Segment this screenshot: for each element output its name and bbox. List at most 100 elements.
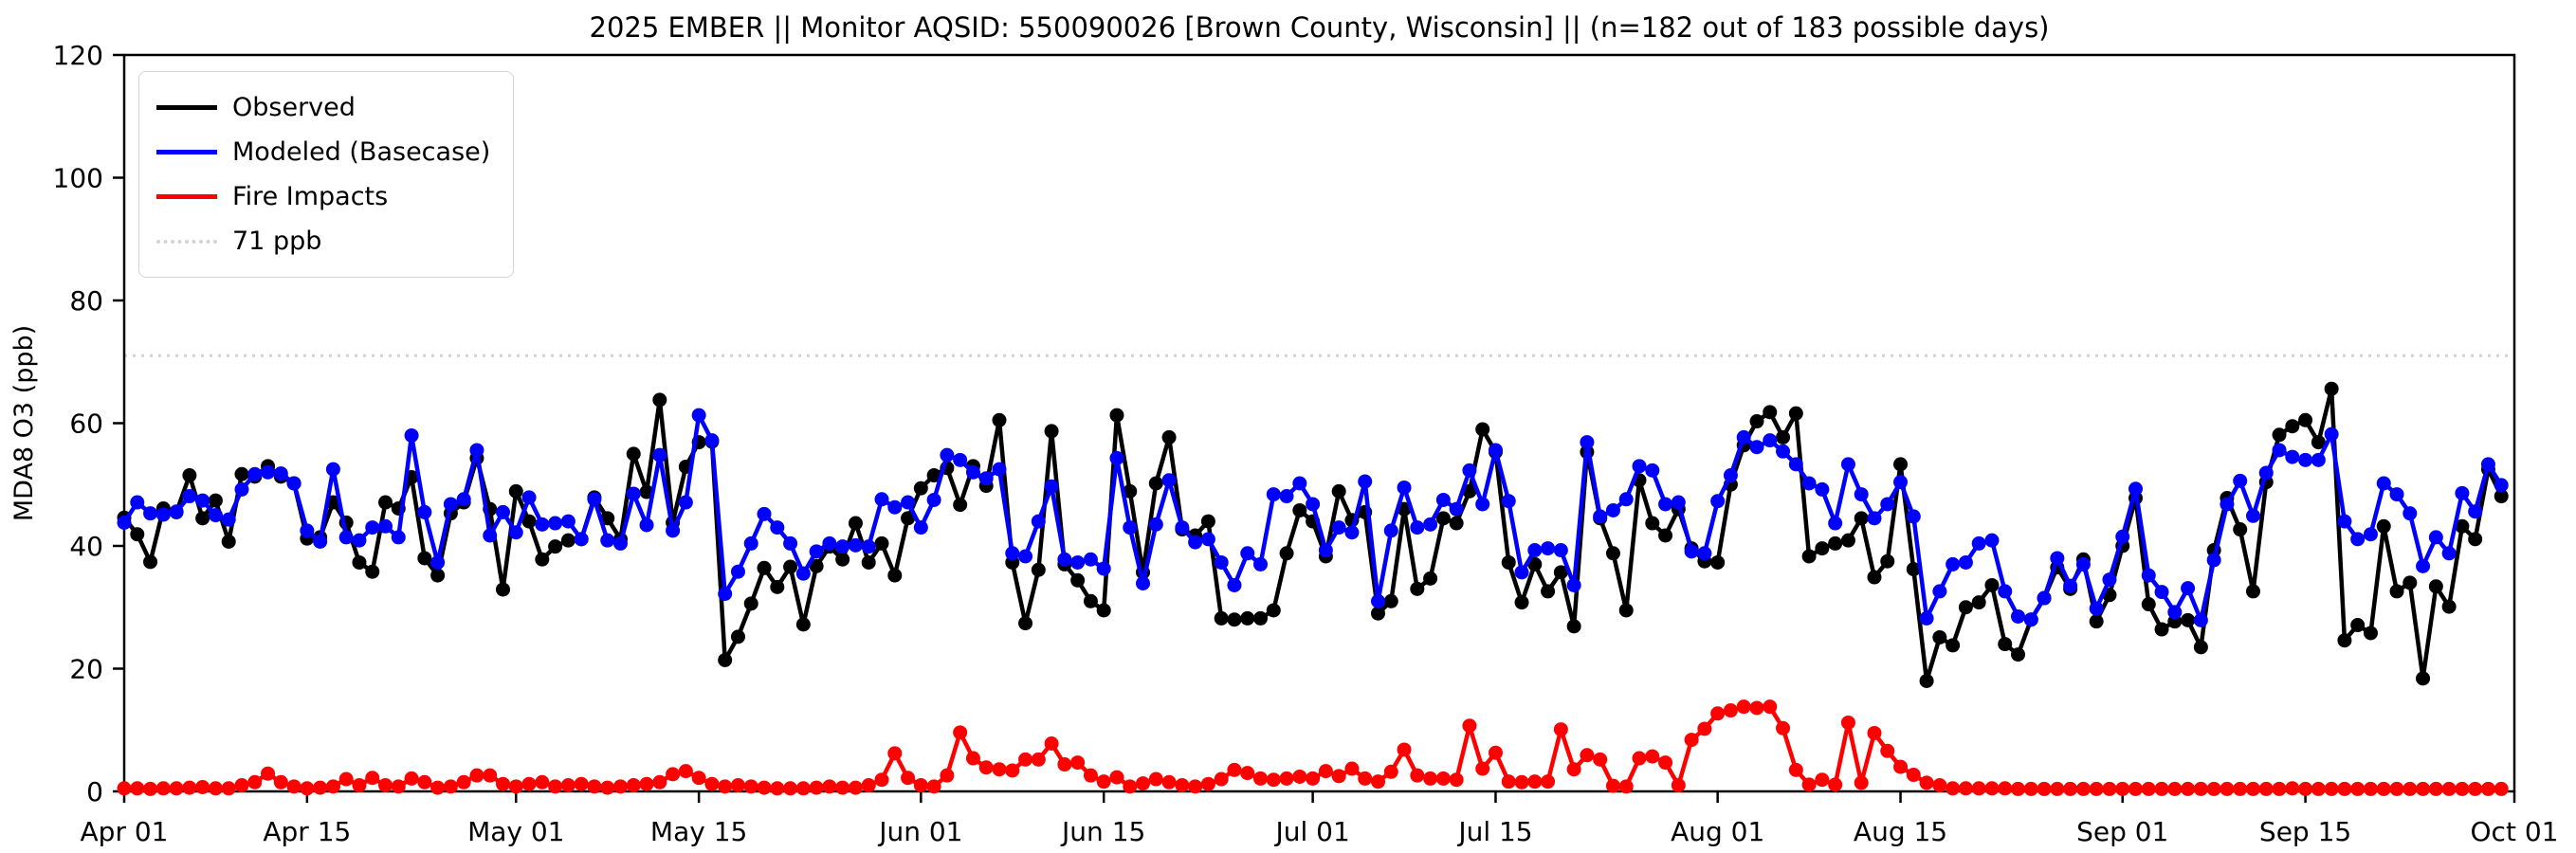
modeled-point [1488,443,1503,458]
fire-point [2428,781,2443,796]
modeled-point [2416,558,2431,573]
modeled-point [2376,476,2391,491]
observed-point [1645,516,1660,531]
modeled-point [2167,605,2183,620]
modeled-point [2402,506,2418,521]
fire-point [913,778,928,793]
fire-point [521,776,537,791]
fire-point [234,778,249,793]
fire-point [1998,781,2013,796]
observed-point [1383,593,1398,608]
fire-point [1541,774,1556,789]
fire-point [1161,774,1177,789]
observed-point [1605,546,1620,561]
fire-point [1958,781,1973,796]
modeled-point [1188,535,1203,550]
x-tick-label: Aug 01 [1671,816,1764,847]
modeled-point [2128,481,2143,497]
observed-point [718,652,733,667]
modeled-point [1514,565,1529,580]
modeled-point [978,471,994,486]
observed-point [2154,622,2169,637]
modeled-point [469,443,484,458]
fire-point [2480,781,2495,796]
observed-point [1031,562,1046,577]
fire-point [926,779,941,794]
modeled-point [378,518,393,534]
modeled-point [117,515,132,530]
fire-point [365,771,380,786]
fire-point [2220,781,2235,796]
modeled-point [678,495,693,510]
y-axis-label: MDA8 O3 (ppb) [9,325,39,521]
fire-point [1932,778,1947,793]
modeled-point [2389,487,2404,502]
modeled-point [809,544,824,559]
observed-point [1462,483,1477,499]
observed-point [1867,570,1882,585]
fire-point [901,771,916,786]
observed-point [835,552,850,567]
observed-point [874,535,889,551]
fire-point [757,780,772,795]
modeled-point [953,452,968,467]
fire-point [822,779,837,794]
fire-point [1449,772,1464,788]
observed-point [770,579,785,594]
observed-point [2141,597,2156,612]
modeled-point [940,447,955,463]
fire-point [2245,781,2260,796]
observed-point [2402,575,2418,590]
fire-point [1266,772,1281,788]
x-tick-label: Apr 15 [263,816,351,847]
modeled-point [169,504,184,519]
fire-point [1697,721,1712,736]
y-tick-label: 80 [69,285,103,317]
fire-point [1906,768,1921,783]
observed-point [1815,541,1830,556]
modeled-point [1763,433,1778,448]
x-tick-label: Aug 15 [1854,816,1947,847]
observed-point [1018,616,1033,631]
modeled-point [182,489,197,504]
modeled-point [1200,532,1215,547]
fire-point [1018,752,1033,767]
fire-point [2206,781,2221,796]
modeled-point [795,566,811,581]
chart-title: 2025 EMBER || Monitor AQSID: 550090026 [… [589,11,2050,44]
observed-point [795,617,811,632]
fire-point [2389,781,2404,796]
observed-point [1801,549,1817,564]
fire-point [2311,781,2326,796]
modeled-point [1109,450,1124,465]
modeled-point [1958,554,1973,570]
observed-point [1200,514,1215,529]
modeled-point [874,492,889,507]
observed-point [1919,673,1934,688]
modeled-point [2428,530,2443,545]
observed-point [182,468,197,483]
fire-point [1109,770,1124,785]
modeled-point [743,535,758,551]
modeled-point [2311,452,2326,467]
modeled-point [1005,546,1020,561]
modeled-point [483,528,498,543]
fire-point [1031,752,1046,767]
fire-point [2402,781,2418,796]
fire-point [1632,751,1647,766]
observed-point [887,568,903,583]
modeled-point [1605,502,1620,517]
modeled-point [2272,443,2287,458]
observed-point [626,446,641,462]
modeled-point [273,466,288,481]
y-tick-label: 40 [69,531,103,562]
fire-point [1788,762,1803,777]
fire-point [940,768,955,783]
observed-point [1083,593,1098,608]
modeled-point [1553,543,1568,558]
fire-point [2023,781,2038,796]
modeled-point [1096,561,1111,576]
fire-point [1136,776,1151,791]
modeled-point [626,486,641,501]
